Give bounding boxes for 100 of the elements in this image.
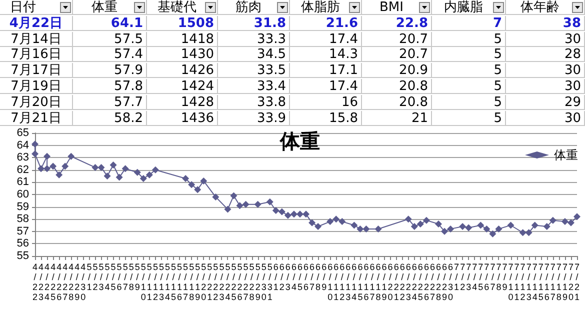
x-tick-label: 6/20 (388, 262, 393, 302)
y-tick-label: 60 (16, 188, 29, 200)
text: 1426 (147, 63, 218, 78)
x-tick-label: 5/7 (122, 262, 128, 292)
x-tick-label: 6/10 (328, 262, 333, 302)
x-tick-label: 4/22 (32, 262, 38, 302)
x-tick-label: 6/17 (370, 262, 375, 302)
text: 38 (506, 16, 585, 31)
x-tick-label: 5/19 (195, 262, 200, 302)
text: 22.8 (362, 16, 432, 31)
x-tick-label: 5/22 (213, 262, 218, 302)
text: 28 (506, 47, 585, 62)
text: 30 (506, 110, 585, 126)
text: 31.8 (218, 16, 290, 31)
text: 5 (432, 79, 506, 94)
x-tick-label: 6/6 (303, 262, 309, 292)
text: 1430 (147, 47, 218, 62)
text: 33.4 (218, 79, 290, 94)
x-tick-label: 7/6 (484, 262, 490, 292)
text: 33.5 (218, 63, 290, 78)
y-tick-label: 65 (16, 127, 29, 139)
legend-label: 体重 (554, 148, 578, 162)
x-tick-label: 7/9 (502, 262, 508, 292)
x-tick-label: 5/25 (231, 262, 236, 302)
x-tick-label: 6/18 (376, 262, 381, 302)
x-tick-label: 6/1 (273, 262, 278, 292)
x-tick-label: 6/15 (358, 262, 363, 302)
text: 7月14日 (0, 32, 73, 47)
text: 20.8 (362, 79, 432, 94)
text: 筋肉 (218, 0, 290, 15)
x-tick-label: 7/4 (472, 262, 478, 292)
text: 33.9 (218, 110, 290, 126)
x-tick-label: 6/25 (418, 262, 423, 302)
x-tick-label: 5/30 (261, 262, 266, 302)
text: 7月21日 (0, 110, 73, 126)
x-tick-label: 4/29 (74, 262, 80, 302)
x-tick-label: 4/24 (44, 262, 50, 302)
x-tick-label: 7/19 (562, 262, 568, 302)
x-tick-label: 7/8 (496, 262, 502, 292)
x-tick-label: 6/29 (442, 262, 448, 302)
text: 57.5 (73, 32, 147, 47)
x-tick-label: 6/9 (322, 262, 327, 292)
x-tick-label: 7/7 (490, 262, 496, 292)
x-tick-label: 7/15 (538, 262, 544, 302)
x-tick-label: 5/28 (249, 262, 254, 302)
x-tick-label: 4/27 (62, 262, 68, 302)
x-tick-label: 6/26 (424, 262, 429, 302)
x-tick-label: 5/31 (267, 262, 272, 302)
text: 20.7 (362, 47, 432, 62)
x-tick-label: 6/21 (394, 262, 399, 302)
text: 30 (506, 79, 585, 94)
text: 5 (432, 32, 506, 47)
text: 体重 (73, 0, 147, 15)
text: 17.1 (290, 63, 362, 78)
y-tick-label: 64 (16, 139, 29, 152)
x-tick-label: 5/24 (225, 262, 230, 302)
text: 34.5 (218, 47, 290, 62)
text: 基礎代 (147, 0, 218, 15)
x-tick-label: 7/18 (556, 262, 562, 302)
x-tick-label: 5/16 (177, 262, 182, 302)
x-tick-label: 6/11 (334, 262, 339, 302)
x-tick-label: 6/13 (346, 262, 351, 302)
x-tick-label: 5/10 (140, 262, 146, 302)
x-tick-label: 6/7 (310, 262, 315, 292)
y-tick-label: 58 (16, 213, 29, 226)
x-tick-label: 4/28 (68, 262, 74, 302)
x-tick-label: 7/10 (508, 262, 514, 302)
text: 16 (290, 94, 362, 110)
text: 5 (432, 110, 506, 126)
x-tick-label: 5/1 5 (171, 262, 176, 302)
y-tick-label: 59 (16, 200, 29, 213)
text: 64.1 (73, 16, 147, 31)
x-tick-label: 5/20 (201, 262, 206, 302)
text: 7月20日 (0, 94, 73, 110)
y-tick-label: 55 (16, 250, 29, 262)
text: 57.9 (73, 63, 147, 78)
x-tick-label: 6/8 (316, 262, 321, 292)
x-tick-label: 5/8 (128, 262, 134, 292)
x-tick-label: 7/20 (568, 262, 574, 302)
text: 17.4 (290, 32, 362, 47)
text: 5 (432, 63, 506, 78)
text: 15.8 (290, 110, 362, 126)
x-tick-label: 5/1 (86, 262, 92, 292)
x-tick-label: 7/21 (574, 262, 580, 302)
x-tick-label: 5/17 (183, 262, 188, 302)
x-tick-label: 4/23 (38, 262, 44, 302)
x-tick-label: 6/1 6 (364, 262, 369, 302)
text: 1418 (147, 32, 218, 47)
text: 7 (432, 16, 506, 31)
text: 1424 (147, 79, 218, 94)
text: 57.8 (73, 79, 147, 94)
x-tick-label: 7/16 (544, 262, 550, 302)
text: 7月17日 (0, 63, 73, 78)
text: 1436 (147, 110, 218, 126)
x-tick-label: 7/1 7 (550, 262, 556, 302)
x-tick-label: 5/3 (98, 262, 104, 292)
text: 1428 (147, 94, 218, 110)
text: 20.8 (362, 94, 432, 110)
x-tick-label: 6/3 (285, 262, 290, 292)
text: 57.7 (73, 94, 147, 110)
